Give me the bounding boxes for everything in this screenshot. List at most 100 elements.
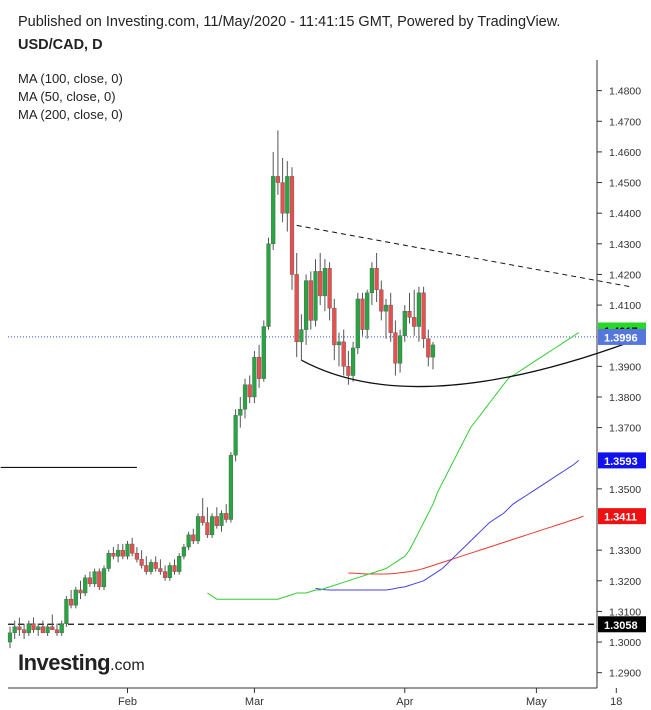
candle-down bbox=[275, 176, 280, 183]
candle-up bbox=[383, 304, 389, 312]
candle-down bbox=[22, 629, 27, 634]
published-note: Published on Investing.com, 11/May/2020 … bbox=[18, 14, 561, 30]
candle-down bbox=[280, 182, 285, 214]
legend-item-ma200[interactable]: MA (200, close, 0) bbox=[18, 107, 123, 122]
candle-up bbox=[83, 577, 88, 594]
price-tick-label: 1.4300 bbox=[609, 239, 641, 251]
candle-down bbox=[257, 356, 262, 379]
candle-up bbox=[45, 626, 50, 634]
price-tag-bid bbox=[598, 328, 646, 345]
candle-up bbox=[12, 626, 17, 634]
time-tick-label: Apr bbox=[396, 696, 413, 708]
price-tick-label: 1.3200 bbox=[609, 576, 641, 588]
candle-up bbox=[106, 553, 111, 569]
candle-down bbox=[388, 304, 393, 333]
time-tick-label: May bbox=[526, 696, 547, 708]
candle-down bbox=[31, 623, 36, 630]
legend-item-ma50[interactable]: MA (50, close, 0) bbox=[18, 89, 116, 104]
price-tag-label: 1.3411 bbox=[604, 512, 637, 524]
candle-up bbox=[351, 347, 356, 376]
candle-down bbox=[97, 571, 102, 588]
candle-up bbox=[313, 271, 318, 321]
candle-up bbox=[181, 546, 186, 557]
candle-down bbox=[332, 307, 337, 346]
candle-down bbox=[172, 565, 177, 572]
candle-up bbox=[7, 632, 13, 643]
candle-down bbox=[421, 292, 426, 339]
candle-down bbox=[130, 543, 135, 554]
candle-down bbox=[346, 366, 351, 376]
candle-up bbox=[430, 344, 436, 358]
ma200-line bbox=[348, 515, 584, 575]
indicator-legend: MA (100, close, 0) MA (50, close, 0) MA … bbox=[18, 70, 123, 124]
candle-up bbox=[195, 516, 201, 542]
price-tick-label: 1.3700 bbox=[609, 423, 641, 435]
candle-up bbox=[64, 598, 69, 624]
legend-item-ma100[interactable]: MA (100, close, 0) bbox=[18, 71, 123, 86]
candle-up bbox=[115, 549, 121, 557]
candle-up bbox=[219, 513, 224, 526]
price-tick-label: 1.4400 bbox=[609, 208, 641, 220]
candle-down bbox=[360, 298, 365, 330]
time-tick-label: 18 bbox=[610, 696, 622, 708]
candle-up bbox=[365, 292, 370, 330]
candle-up bbox=[261, 326, 266, 379]
candle-up bbox=[416, 292, 421, 327]
candle-up bbox=[266, 243, 271, 327]
candle-up bbox=[402, 311, 407, 336]
price-tag-label: 1.3593 bbox=[604, 456, 638, 468]
resistance-trendline bbox=[296, 224, 631, 288]
candle-up bbox=[299, 329, 304, 343]
candle-down bbox=[294, 274, 299, 343]
candle-down bbox=[412, 317, 417, 327]
candle-down bbox=[341, 341, 346, 367]
symbol-label[interactable]: USD/CAD, D bbox=[18, 37, 103, 53]
candle-down bbox=[289, 176, 295, 275]
candle-down bbox=[144, 565, 149, 572]
candle-up bbox=[398, 335, 403, 364]
candle-up bbox=[92, 571, 97, 585]
candle-down bbox=[426, 338, 431, 358]
candle-up bbox=[252, 356, 257, 398]
logo-brand: Investing bbox=[18, 650, 111, 675]
candle-down bbox=[205, 522, 210, 536]
candle-down bbox=[40, 626, 45, 634]
price-tick-label: 1.3000 bbox=[609, 637, 641, 649]
candle-up bbox=[186, 534, 191, 548]
candle-up bbox=[271, 176, 276, 245]
price-tick-label: 1.4200 bbox=[609, 269, 641, 281]
candle-down bbox=[407, 311, 412, 318]
candle-up bbox=[148, 562, 154, 572]
candle-up bbox=[304, 280, 309, 330]
candle-down bbox=[50, 626, 55, 630]
candle-up bbox=[125, 543, 130, 557]
logo-domain: .com bbox=[110, 657, 145, 674]
time-tick-label: Mar bbox=[245, 696, 264, 708]
cup-pattern-curve bbox=[301, 341, 631, 388]
price-tag-ma100 bbox=[598, 452, 646, 469]
candle-up bbox=[177, 556, 182, 572]
candle-up bbox=[167, 565, 172, 578]
time-tick-label: Feb bbox=[118, 696, 137, 708]
price-tick-label: 1.3300 bbox=[609, 545, 641, 557]
price-tick-label: 1.4700 bbox=[609, 116, 641, 128]
candle-down bbox=[327, 268, 332, 309]
candle-down bbox=[78, 589, 83, 594]
price-tick-label: 1.3500 bbox=[609, 484, 641, 496]
candle-up bbox=[238, 409, 243, 416]
price-tick-label: 1.3100 bbox=[609, 606, 641, 618]
price-tag-ma200 bbox=[598, 508, 646, 525]
candle-up bbox=[73, 589, 78, 606]
candle-up bbox=[369, 268, 374, 294]
candle-up bbox=[209, 516, 215, 536]
candle-down bbox=[224, 513, 229, 520]
candle-down bbox=[134, 553, 139, 560]
price-tag-label: 1.3058 bbox=[604, 620, 638, 632]
candle-down bbox=[17, 626, 22, 630]
candle-down bbox=[87, 577, 92, 585]
investing-logo: Investing.com bbox=[18, 650, 145, 676]
price-tag-label: 1.3996 bbox=[604, 332, 638, 344]
candle-up bbox=[322, 268, 327, 297]
candle-up bbox=[355, 298, 360, 349]
